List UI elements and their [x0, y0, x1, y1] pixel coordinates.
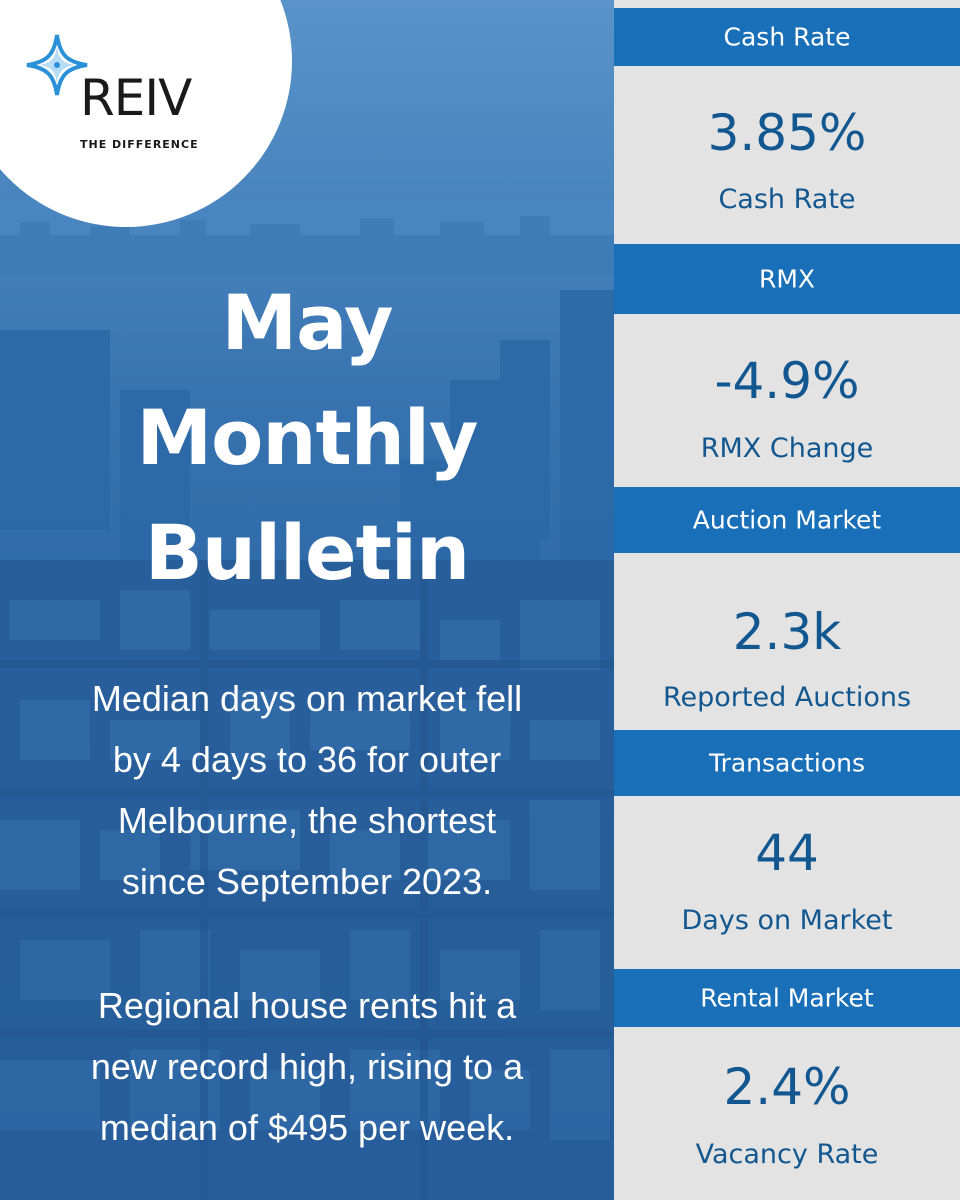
- title-line-1: May: [221, 278, 393, 367]
- stat-value-cash-rate: 3.85%: [707, 104, 867, 162]
- brand-name: REIV: [80, 69, 192, 127]
- paragraph-line: since September 2023.: [121, 861, 493, 902]
- stat-label-auction-market: Reported Auctions: [662, 682, 912, 713]
- page-title: May Monthly Bulletin: [0, 265, 614, 610]
- stat-label-transactions: Days on Market: [681, 905, 893, 936]
- stat-label-rental-market: Vacancy Rate: [695, 1139, 879, 1170]
- stat-label-rmx: RMX Change: [700, 433, 874, 464]
- paragraph-line: Median days on market fell: [91, 678, 523, 719]
- stat-value-rental-market: 2.4%: [723, 1058, 851, 1116]
- stat-label-cash-rate: Cash Rate: [718, 184, 856, 215]
- summary-paragraph-1: Median days on market fell by 4 days to …: [0, 668, 614, 912]
- title-line-2: Monthly: [136, 393, 479, 482]
- stat-heading-cash-rate: Cash Rate: [614, 8, 960, 66]
- paragraph-line: Regional house rents hit a: [97, 985, 517, 1026]
- summary-paragraph-2: Regional house rents hit a new record hi…: [0, 975, 614, 1158]
- brand-tagline: THE DIFFERENCE: [80, 138, 199, 151]
- stat-heading-rmx: RMX: [614, 244, 960, 314]
- paragraph-line: median of $495 per week.: [99, 1107, 515, 1148]
- stat-value-rmx: -4.9%: [714, 352, 860, 410]
- paragraph-line: by 4 days to 36 for outer: [112, 739, 502, 780]
- title-line-3: Bulletin: [144, 508, 470, 597]
- city-skyline-image: [0, 200, 614, 1200]
- stat-value-auction-market: 2.3k: [732, 603, 842, 661]
- stat-heading-auction-market: Auction Market: [614, 487, 960, 553]
- stat-heading-transactions: Transactions: [614, 730, 960, 796]
- stats-column: Cash Rate 3.85% Cash Rate RMX -4.9% RMX …: [614, 0, 960, 1200]
- city-background: [0, 0, 614, 1200]
- stat-heading-rental-market: Rental Market: [614, 969, 960, 1027]
- paragraph-line: Melbourne, the shortest: [117, 800, 497, 841]
- stat-value-transactions: 44: [755, 824, 819, 882]
- star-logo-icon: [26, 34, 88, 96]
- paragraph-line: new record high, rising to a: [90, 1046, 524, 1087]
